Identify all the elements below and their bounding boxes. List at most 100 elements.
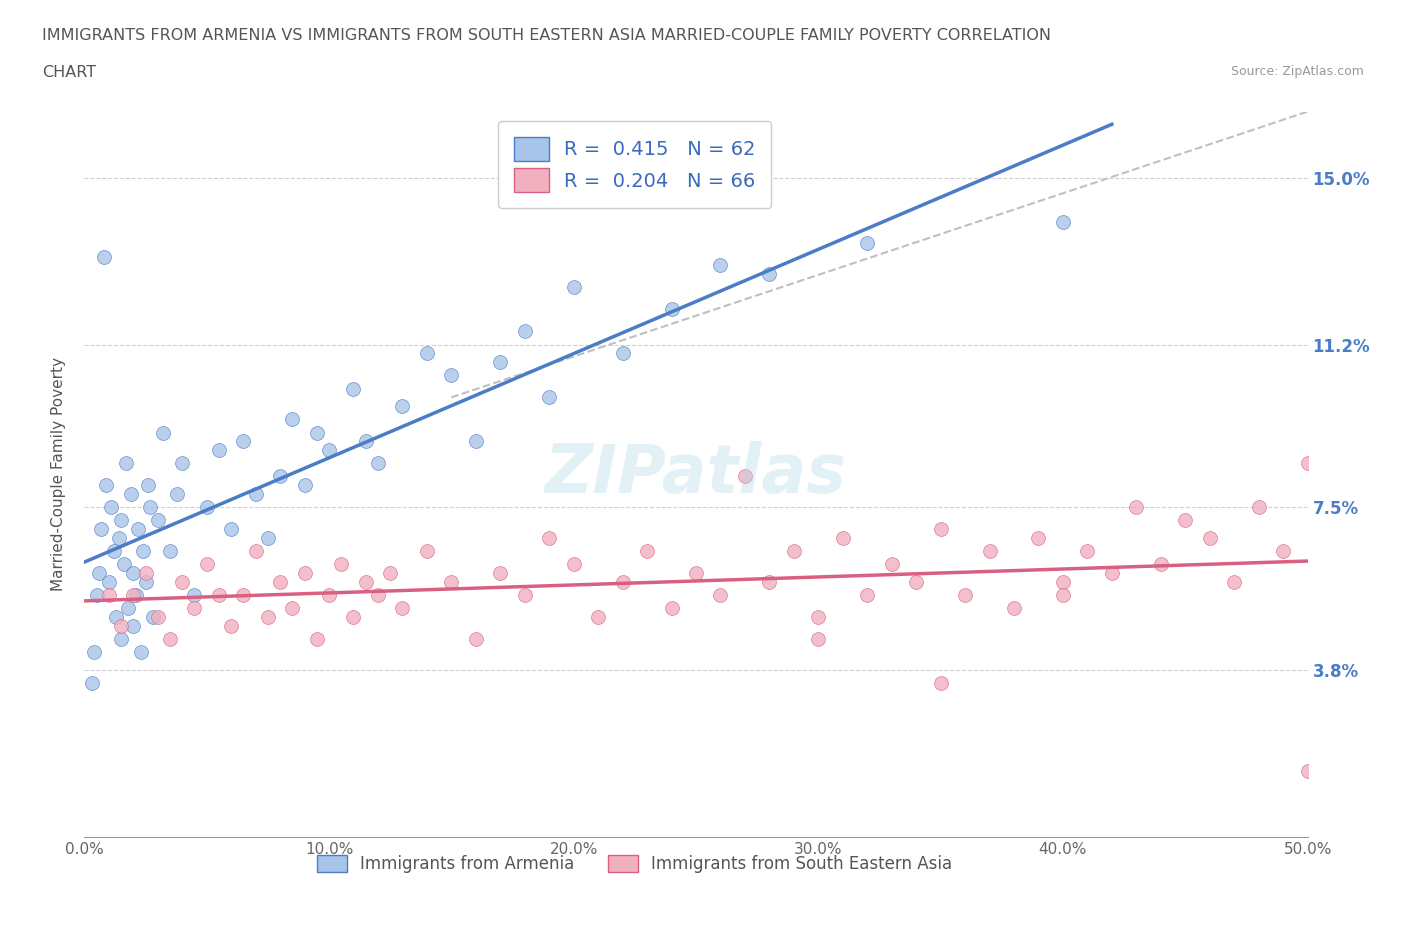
Point	[709, 588, 731, 603]
Point	[219, 618, 242, 633]
Point	[586, 610, 609, 625]
Point	[107, 531, 129, 546]
Point	[807, 610, 830, 625]
Point	[1101, 565, 1123, 580]
Point	[685, 565, 707, 580]
Point	[152, 425, 174, 440]
Point	[257, 531, 280, 546]
Point	[489, 565, 512, 580]
Point	[416, 346, 439, 361]
Point	[354, 575, 377, 590]
Point	[159, 544, 181, 559]
Point	[380, 565, 402, 580]
Point	[305, 425, 328, 440]
Point	[110, 631, 132, 646]
Point	[562, 280, 585, 295]
Point	[93, 249, 115, 264]
Point	[117, 601, 139, 616]
Point	[269, 575, 291, 590]
Point	[1052, 588, 1074, 603]
Point	[122, 588, 145, 603]
Text: CHART: CHART	[42, 65, 96, 80]
Point	[1028, 531, 1050, 546]
Point	[257, 610, 280, 625]
Point	[142, 610, 165, 625]
Point	[294, 478, 316, 493]
Point	[90, 522, 112, 537]
Point	[489, 354, 512, 369]
Point	[1198, 531, 1220, 546]
Point	[86, 588, 108, 603]
Point	[342, 610, 364, 625]
Point	[172, 456, 194, 471]
Point	[183, 601, 205, 616]
Point	[929, 676, 952, 691]
Point	[232, 434, 254, 449]
Point	[709, 258, 731, 272]
Point	[245, 544, 267, 559]
Point	[110, 513, 132, 528]
Point	[562, 557, 585, 572]
Point	[129, 644, 152, 659]
Text: ZIPatlas: ZIPatlas	[546, 442, 846, 507]
Point	[636, 544, 658, 559]
Text: IMMIGRANTS FROM ARMENIA VS IMMIGRANTS FROM SOUTH EASTERN ASIA MARRIED-COUPLE FAM: IMMIGRANTS FROM ARMENIA VS IMMIGRANTS FR…	[42, 28, 1052, 43]
Point	[1296, 764, 1319, 778]
Point	[195, 499, 218, 514]
Point	[391, 601, 413, 616]
Point	[115, 456, 138, 471]
Point	[758, 575, 780, 590]
Point	[135, 575, 157, 590]
Point	[367, 588, 389, 603]
Point	[122, 565, 145, 580]
Point	[440, 368, 463, 383]
Point	[612, 575, 634, 590]
Point	[929, 522, 952, 537]
Point	[856, 236, 879, 251]
Point	[538, 531, 561, 546]
Point	[1223, 575, 1246, 590]
Point	[112, 557, 135, 572]
Point	[100, 499, 122, 514]
Point	[661, 601, 683, 616]
Point	[172, 575, 194, 590]
Point	[1125, 499, 1147, 514]
Point	[880, 557, 903, 572]
Point	[136, 478, 159, 493]
Point	[132, 544, 155, 559]
Legend: Immigrants from Armenia, Immigrants from South Eastern Asia: Immigrants from Armenia, Immigrants from…	[311, 848, 959, 880]
Point	[127, 522, 149, 537]
Point	[166, 486, 188, 501]
Point	[831, 531, 853, 546]
Point	[80, 676, 103, 691]
Point	[97, 575, 120, 590]
Point	[103, 544, 125, 559]
Point	[281, 412, 304, 427]
Y-axis label: Married-Couple Family Poverty: Married-Couple Family Poverty	[51, 357, 66, 591]
Point	[318, 443, 340, 458]
Point	[139, 499, 162, 514]
Point	[1272, 544, 1295, 559]
Point	[232, 588, 254, 603]
Point	[96, 478, 118, 493]
Point	[440, 575, 463, 590]
Point	[87, 565, 110, 580]
Point	[464, 631, 486, 646]
Point	[979, 544, 1001, 559]
Point	[1052, 575, 1074, 590]
Point	[1296, 456, 1319, 471]
Point	[1174, 513, 1197, 528]
Point	[125, 588, 148, 603]
Point	[245, 486, 267, 501]
Point	[159, 631, 181, 646]
Point	[97, 588, 120, 603]
Point	[464, 434, 486, 449]
Point	[1150, 557, 1173, 572]
Point	[105, 610, 128, 625]
Point	[183, 588, 205, 603]
Point	[783, 544, 806, 559]
Point	[294, 565, 316, 580]
Point	[110, 618, 132, 633]
Point	[612, 346, 634, 361]
Point	[1076, 544, 1098, 559]
